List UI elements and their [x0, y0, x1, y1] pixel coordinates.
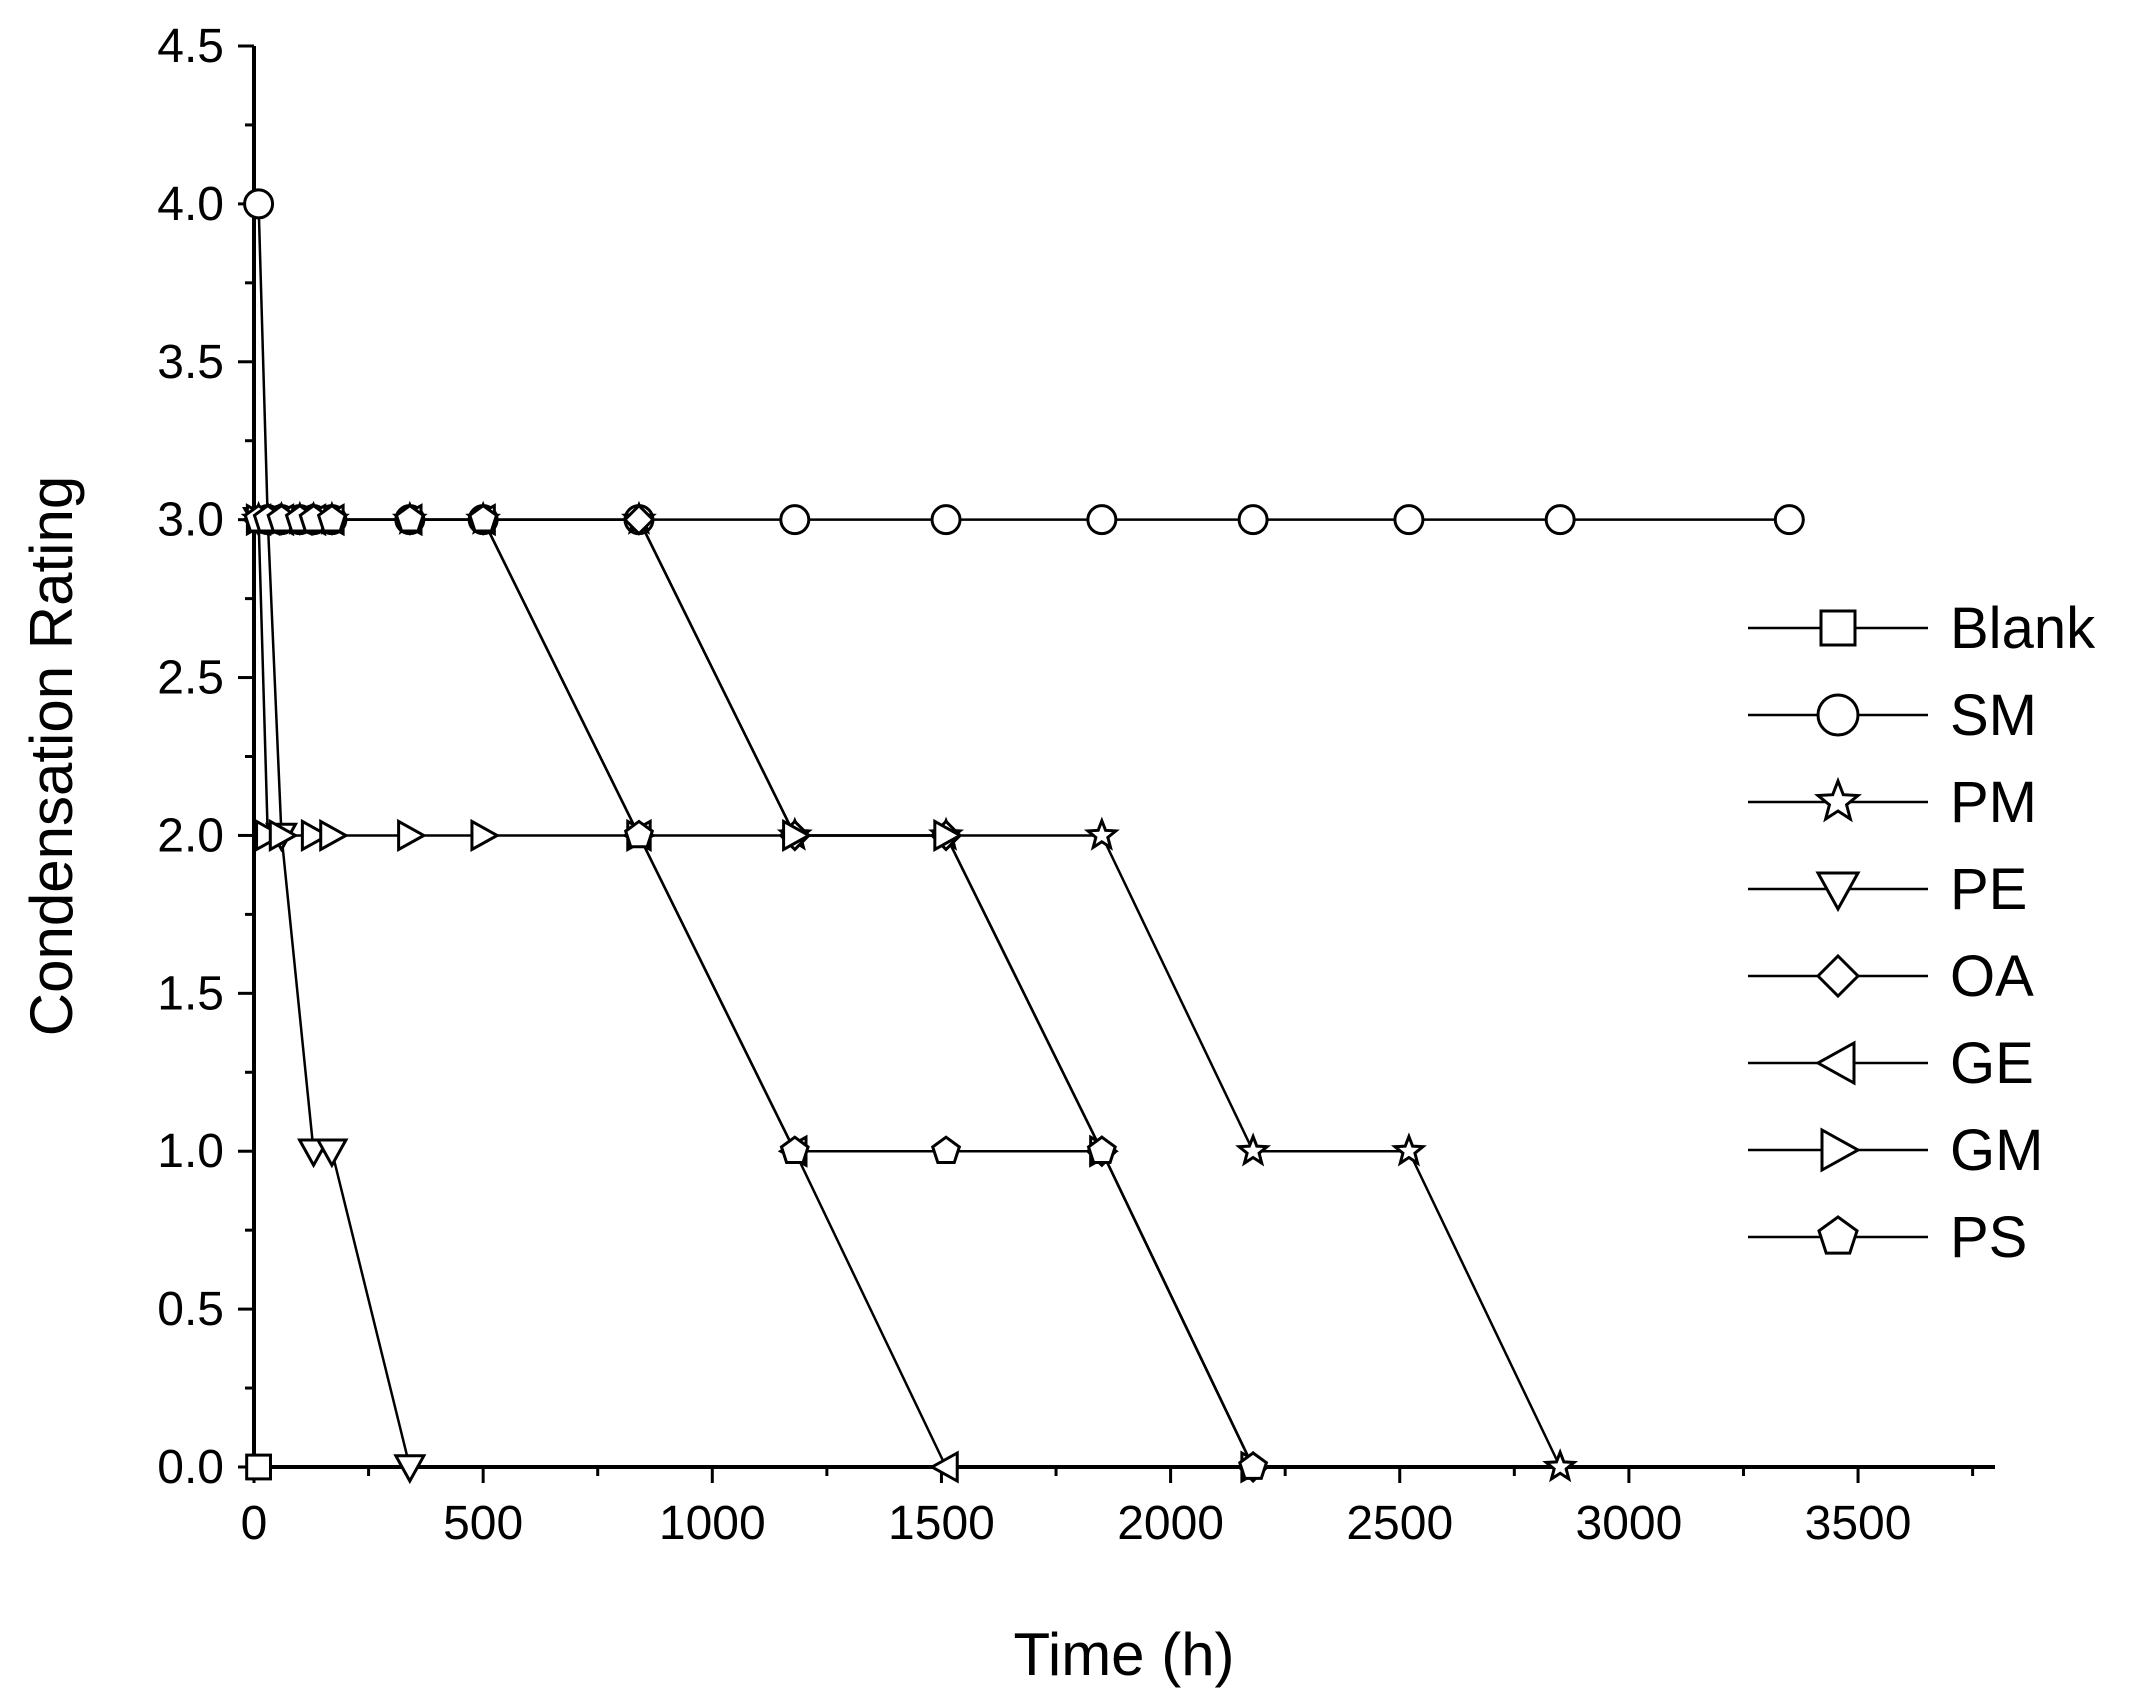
- y-tick-label: 1.5: [157, 967, 224, 1020]
- data-point-sm: [1086, 504, 1118, 536]
- data-point-pm: [1083, 816, 1120, 851]
- x-tick-label: 1000: [659, 1497, 766, 1550]
- y-tick-label: 2.0: [157, 809, 224, 862]
- data-point-gm: [782, 818, 812, 852]
- data-point-gm: [300, 818, 331, 852]
- legend-label-gm: GM: [1950, 1118, 2043, 1183]
- legend-marker-gm: [1820, 1127, 1862, 1173]
- x-tick-label: 2500: [1346, 1497, 1453, 1550]
- data-point-ps: [623, 819, 655, 849]
- x-tick-label: 500: [443, 1497, 523, 1550]
- data-point-ps: [930, 1135, 962, 1165]
- y-axis-title: Condensation Rating: [18, 476, 85, 1036]
- x-tick-label: 0: [241, 1497, 268, 1550]
- y-tick-label: 3.5: [157, 336, 224, 389]
- x-tick-label: 1500: [888, 1497, 995, 1550]
- y-tick-label: 1.0: [157, 1125, 224, 1178]
- legend-label-ps: PS: [1950, 1205, 2027, 1270]
- data-point-gm: [470, 818, 501, 852]
- y-tick-label: 2.5: [157, 652, 224, 705]
- series-line-pm: [258, 518, 1562, 1468]
- data-point-sm: [1237, 504, 1269, 536]
- series-line-oa: [258, 518, 1255, 1468]
- x-axis-title: Time (h): [1013, 1621, 1234, 1688]
- data-point-ps: [394, 503, 425, 533]
- data-point-gm: [268, 818, 299, 852]
- x-tick-label: 2000: [1117, 1497, 1224, 1550]
- data-point-sm: [1393, 504, 1425, 536]
- data-point-ps: [468, 503, 499, 533]
- data-point-sm: [930, 504, 962, 536]
- series-line-ge: [258, 518, 948, 1468]
- legend-marker-sm: [1816, 693, 1860, 737]
- y-tick-label: 0.5: [157, 1283, 224, 1336]
- data-point-ps: [1086, 1135, 1117, 1165]
- legend-marker-ps: [1817, 1215, 1859, 1255]
- legend-label-blank: Blank: [1950, 596, 2096, 661]
- y-tick-label: 4.5: [157, 20, 224, 73]
- series-line-sm: [257, 203, 1790, 521]
- ticks: 0 500 1000 1500 2000 2500 3000 3500 0.0 0.5 1.0 1.5…: [157, 20, 1975, 1550]
- legend-marker-oa: [1815, 953, 1861, 999]
- data-point-gm: [319, 818, 349, 852]
- axes: [252, 46, 1995, 1469]
- y-tick-label: 0.0: [157, 1441, 224, 1494]
- legend: Blank SM PM PE OA GE GM PS: [1748, 596, 2096, 1270]
- data-point-gm: [397, 818, 427, 852]
- data-point-ps: [316, 503, 347, 533]
- series-markers: [240, 188, 1805, 1485]
- data-point-sm: [1544, 504, 1576, 536]
- data-point-gm: [933, 818, 964, 852]
- legend-label-pm: PM: [1950, 770, 2037, 835]
- data-point-ps: [1238, 1451, 1269, 1480]
- data-point-sm: [243, 188, 275, 220]
- legend-label-sm: SM: [1950, 683, 2037, 748]
- series-line-ps: [258, 518, 1255, 1468]
- data-point-ps: [779, 1135, 810, 1165]
- y-tick-label: 3.0: [157, 494, 224, 547]
- data-point-blank: [245, 1453, 272, 1481]
- legend-marker-ge: [1814, 1040, 1856, 1086]
- legend-label-ge: GE: [1950, 1031, 2034, 1096]
- data-point-pm: [1390, 1132, 1427, 1167]
- legend-marker-pe: [1815, 871, 1861, 913]
- legend-label-oa: OA: [1950, 944, 2034, 1009]
- data-point-sm: [1773, 504, 1805, 536]
- data-point-ge: [928, 1450, 959, 1484]
- legend-marker-pm: [1814, 776, 1862, 823]
- x-tick-label: 3000: [1576, 1497, 1683, 1550]
- data-point-sm: [779, 504, 811, 536]
- data-point-pm: [1542, 1448, 1579, 1483]
- data-point-oa: [622, 503, 656, 536]
- series-line-gm: [257, 519, 1255, 1468]
- legend-label-pe: PE: [1950, 857, 2027, 922]
- legend-marker-blank: [1819, 609, 1857, 647]
- data-point-pe: [315, 1138, 349, 1169]
- series-line-pe: [258, 518, 412, 1468]
- data-point-pm: [1235, 1132, 1272, 1167]
- y-tick-label: 4.0: [157, 178, 224, 231]
- x-tick-label: 3500: [1805, 1497, 1912, 1550]
- data-point-pe: [393, 1454, 427, 1485]
